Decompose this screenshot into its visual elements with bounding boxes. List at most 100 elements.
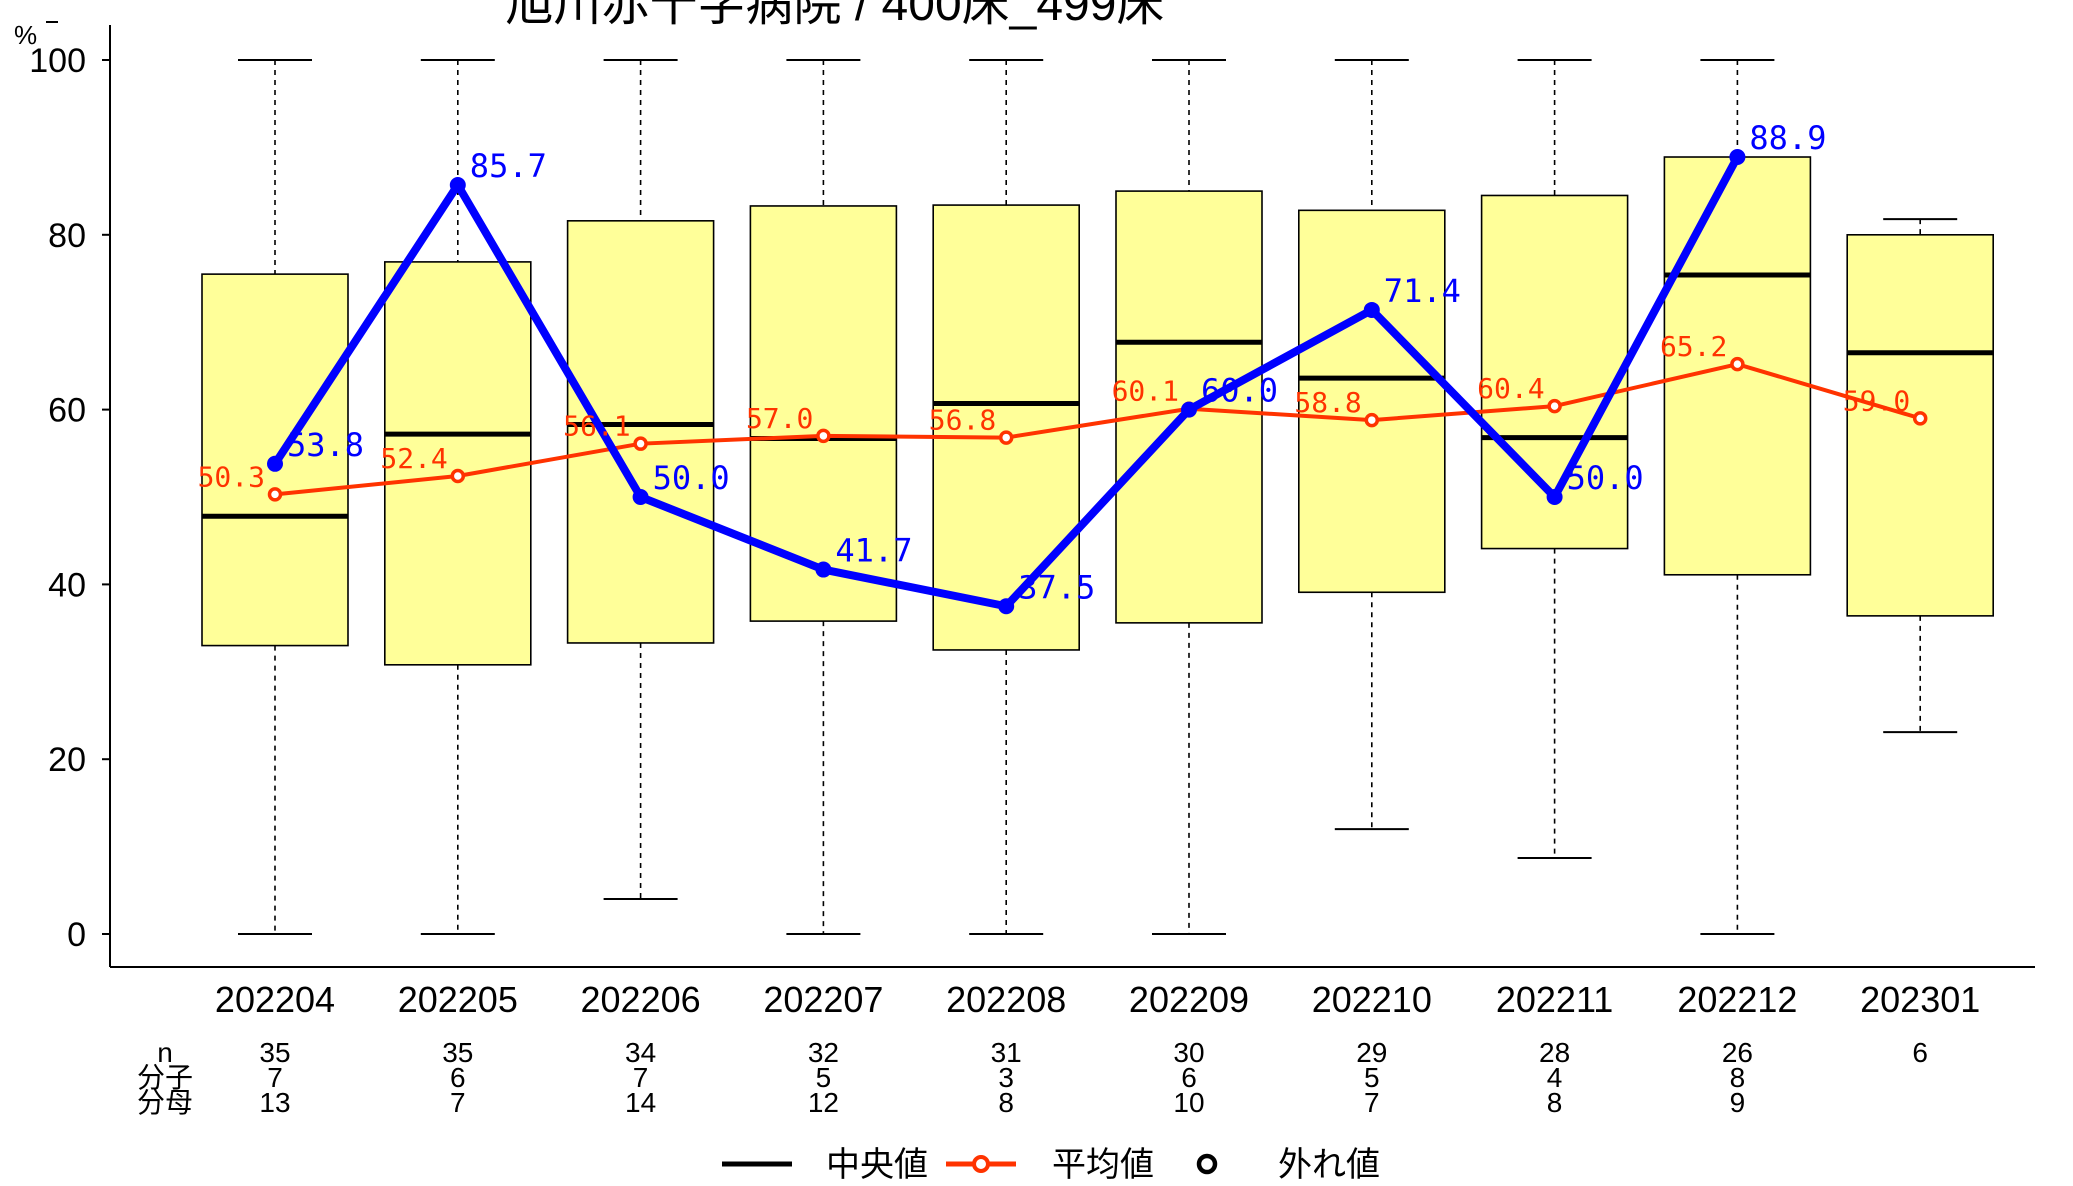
hospital-data-label: 88.9 (1749, 119, 1826, 157)
table-cell: 5 (1364, 1062, 1380, 1093)
box-group (932, 59, 1081, 935)
x-tick-label: 202210 (1312, 979, 1432, 1020)
count-table: n 35 35 34 32 31 30 29 28 26 6分子 7 6 7 5 3 6 5 4 8分母 13 7 14 12… (137, 1037, 1928, 1118)
table-cell: 13 (259, 1087, 290, 1118)
mean-data-label: 58.8 (1294, 386, 1361, 419)
table-row-label: 分母 (137, 1087, 193, 1118)
hospital-data-label: 41.7 (835, 532, 912, 570)
mean-data-label: 57.0 (746, 402, 813, 435)
legend-outlier-marker (1196, 1153, 1218, 1175)
table-cell: 9 (1730, 1087, 1746, 1118)
hospital-point (998, 598, 1015, 615)
x-tick-label: 202209 (1129, 979, 1249, 1020)
hospital-point (1363, 301, 1380, 318)
box-iqr (383, 261, 532, 666)
table-cell: 30 (1173, 1037, 1204, 1068)
hospital-point (815, 561, 832, 578)
table-cell: 3 (998, 1062, 1014, 1093)
legend: 中央値 平均値 外れ値 (722, 1146, 1380, 1184)
hospital-point (1181, 401, 1197, 418)
hospital-data-label: 53.8 (287, 426, 364, 464)
table-row-label: 分子 (137, 1062, 193, 1093)
table-cell: 6 (1912, 1037, 1928, 1068)
mean-data-label: 56.8 (929, 404, 996, 437)
box-group (383, 59, 532, 935)
table-cell: 7 (1364, 1087, 1380, 1118)
hospital-data-label: 50.0 (1567, 459, 1644, 497)
mean-point (1364, 412, 1380, 428)
y-tick-label: 60 (48, 392, 86, 430)
mean-point (998, 430, 1014, 445)
box-iqr (566, 220, 715, 644)
x-tick-label: 202301 (1860, 979, 1980, 1020)
table-cell: 35 (259, 1037, 290, 1068)
mean-data-label: 50.3 (198, 460, 265, 493)
mean-data-label: 56.1 (563, 410, 630, 443)
box-group (566, 59, 715, 901)
x-tick-label: 202211 (1496, 979, 1613, 1020)
hospital-point (1729, 149, 1746, 166)
mean-point (633, 436, 648, 451)
table-cell: 29 (1356, 1037, 1387, 1068)
mean-line (274, 362, 1921, 497)
table-cell: 7 (450, 1087, 466, 1118)
x-tick-label: 202208 (946, 979, 1066, 1020)
mean-point (1912, 411, 1928, 426)
legend-mean-label: 平均値 (1052, 1146, 1154, 1184)
table-cell: 8 (1547, 1087, 1563, 1118)
table-cell: 31 (991, 1037, 1022, 1068)
box-group (1115, 59, 1263, 935)
y-tick-label: 40 (48, 566, 86, 604)
table-cell: 5 (816, 1062, 832, 1093)
table-cell: 35 (442, 1037, 473, 1068)
mean-point (1547, 398, 1562, 414)
hospital-data-label: 60.0 (1201, 372, 1278, 410)
hospital-point (632, 489, 649, 505)
table-cell: 8 (1730, 1062, 1746, 1093)
table-cell: 14 (625, 1087, 656, 1118)
y-tick-label: 20 (48, 741, 86, 779)
table-cell: 7 (267, 1062, 283, 1093)
table-cell: 12 (808, 1087, 839, 1118)
mean-data-label: 52.4 (380, 442, 447, 475)
y-tick-label: 0 (67, 916, 86, 954)
box-iqr (932, 204, 1081, 651)
table-row-label: n (157, 1037, 173, 1068)
data-labels: 50.3 52.4 56.1 57.0 56.8 60.1 58.8 60.4 65.2 59.0… (198, 119, 1911, 606)
box-group (1298, 59, 1446, 831)
axes: 0 20 40 60 80 100 202204 202205 202206 202207 2022… (29, 25, 2035, 1020)
x-tick-label: 202212 (1677, 979, 1797, 1020)
mean-data-label: 60.1 (1112, 375, 1179, 408)
mean-point (450, 468, 466, 484)
y-tick-label: 100 (29, 42, 86, 80)
legend-mean-marker (972, 1155, 990, 1173)
table-cell: 8 (998, 1087, 1014, 1118)
legend-median-label: 中央値 (826, 1146, 928, 1184)
x-tick-label: 202204 (215, 979, 335, 1020)
hospital-data-label: 50.0 (653, 459, 730, 497)
table-cell: 6 (450, 1062, 466, 1093)
table-cell: 4 (1547, 1062, 1563, 1093)
mean-point (1730, 356, 1745, 372)
hospital-point (449, 176, 466, 193)
mean-data-label: 60.4 (1477, 372, 1544, 405)
mean-data-label: 59.0 (1843, 384, 1910, 417)
table-cell: 32 (808, 1037, 839, 1068)
series-lines (267, 149, 1928, 615)
x-tick-label: 202205 (398, 979, 518, 1020)
mean-point (816, 428, 831, 444)
box-iqr (1298, 209, 1446, 594)
y-axis-label: % (14, 20, 37, 50)
x-tick-label: 202207 (763, 979, 883, 1020)
table-cell: 10 (1173, 1087, 1204, 1118)
x-tick-label: 202206 (581, 979, 701, 1020)
y-tick-label: 80 (48, 217, 86, 255)
legend-outlier-label: 外れ値 (1278, 1146, 1380, 1184)
table-cell: 28 (1539, 1037, 1570, 1068)
box-iqr (1115, 190, 1263, 624)
hospital-point (267, 455, 283, 472)
hospital-data-label: 85.7 (470, 147, 547, 185)
table-cell: 7 (633, 1062, 649, 1093)
table-cell: 26 (1722, 1037, 1753, 1068)
hospital-point (1546, 489, 1563, 505)
